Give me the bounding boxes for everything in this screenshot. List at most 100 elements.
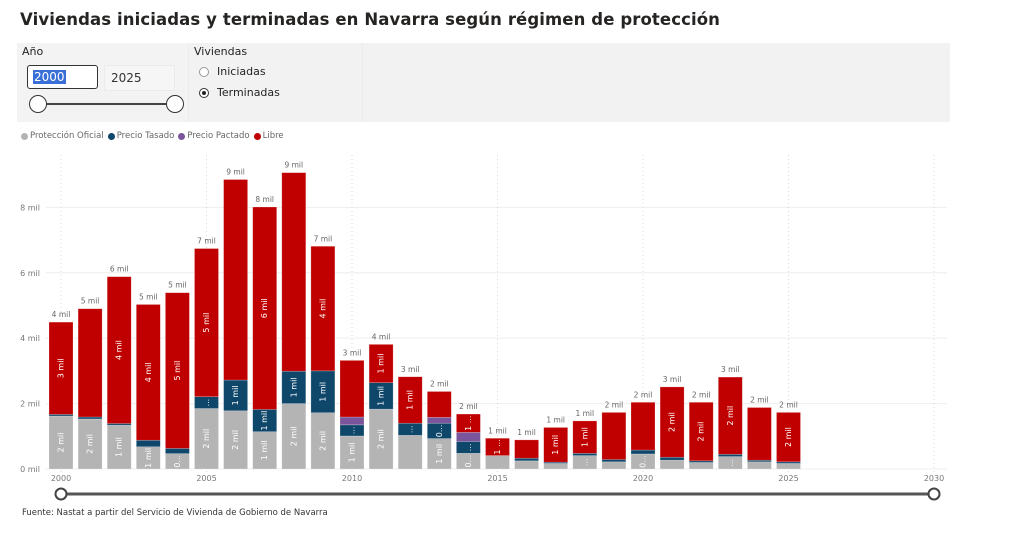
radio-terminadas[interactable]: Terminadas	[199, 86, 280, 99]
segment-label: 1 mil	[406, 390, 415, 410]
segment-label: 2 mil	[726, 406, 735, 426]
bar-segment	[339, 360, 365, 418]
segment-label: 1 mil	[580, 427, 589, 447]
bar-segment	[572, 452, 598, 456]
bar-segment	[485, 455, 510, 470]
bar-segment	[194, 248, 219, 398]
year-end-input[interactable]: 2025	[104, 65, 175, 91]
bar-segment	[456, 432, 481, 442]
legend-item-proteccion-oficial[interactable]: Protección Oficial	[21, 131, 104, 141]
y-tick-label: 8 mil	[20, 203, 40, 212]
y-tick-label: 2 mil	[20, 400, 40, 409]
bar-segment	[223, 379, 248, 412]
segment-label: 1 mil	[115, 437, 124, 457]
bar-segment	[747, 461, 772, 470]
segment-label: 2 mil	[668, 412, 677, 432]
x-range-start-handle[interactable]	[54, 487, 68, 501]
bar-segment	[339, 416, 365, 426]
total-label: 2 mil	[605, 400, 624, 409]
bar-segment	[601, 412, 627, 460]
segment-label: 1 mil	[260, 411, 269, 431]
x-range-slider[interactable]	[54, 487, 941, 501]
radio-button-icon[interactable]	[199, 66, 209, 77]
chart-legend: Protección Oficial Precio Tasado Precio …	[21, 131, 288, 141]
bar-segment	[310, 412, 336, 470]
legend-item-precio-tasado[interactable]: Precio Tasado	[107, 131, 174, 141]
segment-label: ...	[726, 459, 735, 467]
segment-label: 0...	[639, 455, 648, 468]
bar-segment	[543, 463, 569, 470]
radio-iniciadas[interactable]: Iniciadas	[199, 65, 266, 78]
year-start-input[interactable]: 2000	[27, 65, 98, 89]
bar-segment	[310, 370, 336, 414]
bars	[48, 172, 801, 470]
x-tick-label: 2030	[924, 474, 944, 483]
bar-segment	[397, 376, 423, 424]
segment-label: 1 ...	[464, 416, 473, 431]
segment-label: 0...	[173, 455, 182, 468]
y-tick-label: 0 mil	[20, 465, 40, 474]
radio-button-icon[interactable]	[199, 87, 209, 98]
segment-label: 5 mil	[173, 361, 182, 381]
bar-segment	[659, 386, 685, 458]
bar-segment	[688, 462, 714, 470]
bar-segment	[717, 453, 743, 457]
segment-label: 0...	[464, 455, 473, 468]
x-range-end-handle[interactable]	[927, 487, 941, 501]
legend-dot-icon	[178, 132, 186, 140]
segment-label: 4 mil	[115, 340, 124, 360]
segment-label: 1 mil	[144, 448, 153, 468]
year-slider-end-handle[interactable]	[166, 95, 184, 113]
bar-segment	[48, 321, 74, 415]
year-slider-track[interactable]	[38, 103, 175, 105]
total-label: 6 mil	[110, 265, 129, 274]
bar-segment	[397, 435, 423, 470]
bar-segment	[136, 439, 161, 448]
bar-segment	[368, 344, 394, 383]
legend-item-precio-pactado[interactable]: Precio Pactado	[178, 131, 250, 141]
segment-label: 1 mil	[318, 382, 327, 402]
total-label: 5 mil	[139, 292, 158, 301]
legend-item-libre[interactable]: Libre	[253, 131, 284, 141]
segment-label: ...	[580, 458, 589, 466]
bar-segment	[223, 410, 248, 470]
y-tick-label: 4 mil	[20, 334, 40, 343]
bar-segment	[310, 245, 336, 372]
segment-label: ...	[406, 425, 415, 433]
bar-segment	[659, 459, 685, 470]
segment-label: 3 mil	[57, 358, 66, 378]
total-label: 1 mil	[546, 415, 565, 424]
total-label: 7 mil	[197, 237, 216, 246]
bar-segment	[426, 438, 452, 470]
total-label: 2 mil	[459, 402, 478, 411]
year-slider-start-handle[interactable]	[29, 95, 47, 113]
year-start-value: 2000	[33, 70, 66, 84]
data-labels: 2 mil 3 mil 4 mil 2 mil 5 mil 1 mil 4 mil 6 mil…	[52, 161, 798, 468]
bar-segment	[659, 456, 685, 461]
segment-label: 0...	[435, 425, 444, 438]
segment-label: 1 mil	[551, 435, 560, 455]
legend-dot-icon	[253, 132, 261, 140]
total-label: 5 mil	[81, 297, 100, 306]
bar-segment	[717, 376, 743, 455]
bar-segment	[456, 413, 481, 433]
bar-segment	[485, 437, 510, 456]
segment-label: 2 mil	[231, 430, 240, 450]
y-tick-label: 6 mil	[20, 269, 40, 278]
segment-label: 1 mil	[289, 377, 298, 397]
total-label: 8 mil	[255, 195, 274, 204]
total-label: 9 mil	[226, 168, 245, 177]
segment-label: 1 mil	[231, 385, 240, 405]
bar-segment	[514, 460, 539, 470]
legend-label: Libre	[262, 131, 284, 141]
bar-segment	[106, 423, 132, 426]
legend-label: Protección Oficial	[30, 131, 104, 141]
total-label: 3 mil	[663, 375, 682, 384]
segment-label: 2 mil	[86, 434, 95, 454]
source-footer: Fuente: Nastat a partir del Servicio de …	[22, 508, 328, 518]
segment-label: 5 mil	[202, 313, 211, 333]
x-tick-label: 2005	[196, 474, 216, 483]
housing-slicer-label: Viviendas	[194, 45, 248, 58]
bar-segment	[252, 206, 277, 410]
bar-segment	[426, 417, 452, 424]
